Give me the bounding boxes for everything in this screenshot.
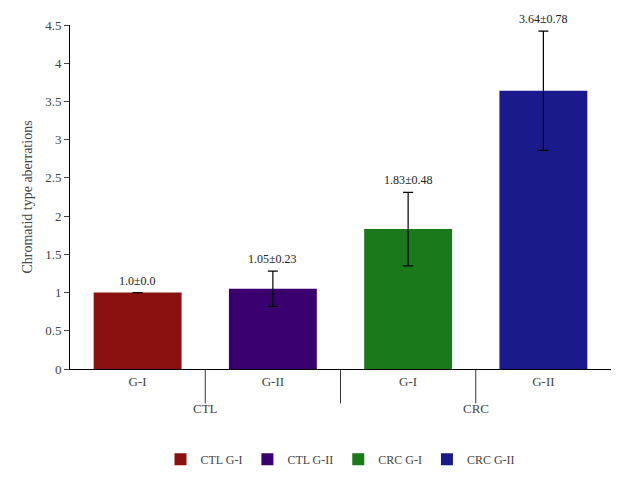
- svg-text:CRC: CRC: [463, 401, 489, 416]
- svg-text:3: 3: [55, 132, 62, 147]
- svg-text:CRC G-I: CRC G-I: [378, 453, 422, 467]
- svg-text:1: 1: [55, 285, 62, 300]
- svg-text:1.0±0.0: 1.0±0.0: [119, 274, 156, 288]
- svg-text:1.05±0.23: 1.05±0.23: [248, 252, 297, 266]
- svg-text:4: 4: [55, 56, 62, 71]
- svg-text:0: 0: [55, 362, 62, 377]
- svg-text:CTL G-II: CTL G-II: [287, 453, 333, 467]
- svg-text:2.5: 2.5: [45, 170, 61, 185]
- svg-text:Chromatid type aberrations: Chromatid type aberrations: [20, 120, 35, 273]
- svg-text:G-II: G-II: [262, 374, 284, 389]
- svg-text:CTL: CTL: [193, 401, 218, 416]
- svg-text:1.5: 1.5: [45, 247, 61, 262]
- svg-text:0.5: 0.5: [45, 323, 61, 338]
- svg-text:2: 2: [55, 209, 62, 224]
- svg-text:1.83±0.48: 1.83±0.48: [384, 173, 433, 187]
- svg-text:3.5: 3.5: [45, 94, 61, 109]
- svg-text:G-I: G-I: [399, 374, 417, 389]
- svg-text:G-II: G-II: [532, 374, 554, 389]
- svg-text:4.5: 4.5: [45, 18, 61, 33]
- svg-text:G-I: G-I: [129, 374, 147, 389]
- svg-text:CTL G-I: CTL G-I: [201, 453, 243, 467]
- svg-text:CRC G-II: CRC G-II: [467, 453, 515, 467]
- svg-text:3.64±0.78: 3.64±0.78: [519, 12, 568, 26]
